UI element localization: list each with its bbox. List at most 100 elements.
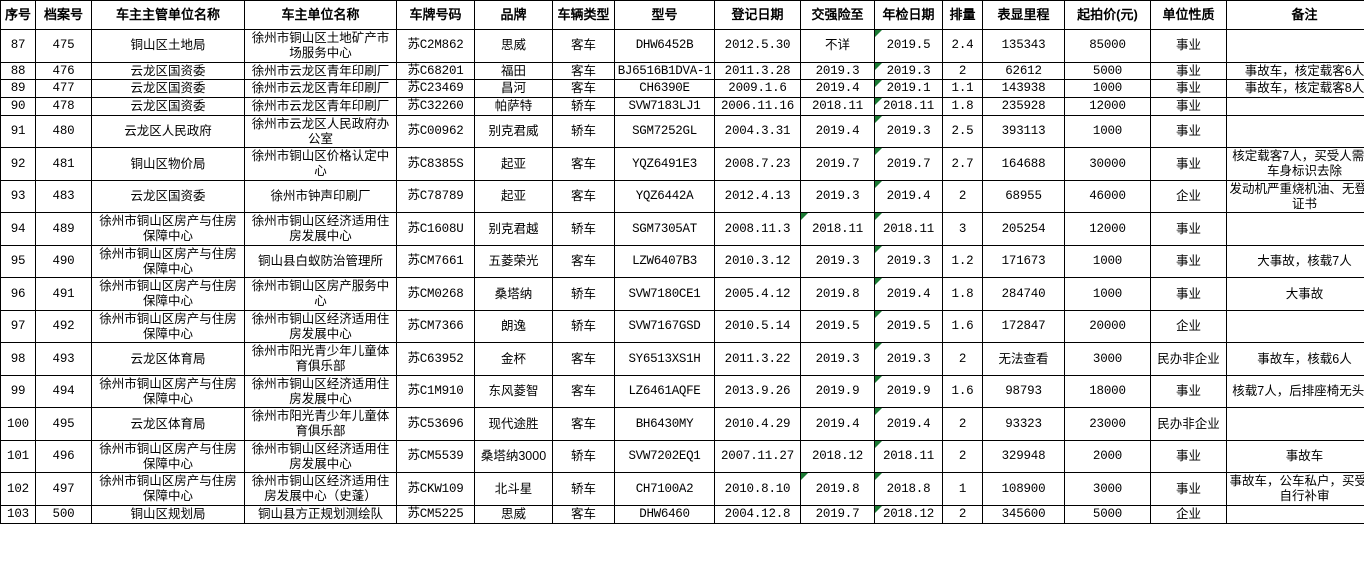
cell-insurance-until[interactable]: 2019.3 xyxy=(800,342,875,376)
cell-model[interactable]: DHW6460 xyxy=(614,504,715,524)
cell-file-no[interactable]: 495 xyxy=(35,407,92,441)
cell-owner[interactable]: 徐州市铜山区价格认定中心 xyxy=(244,147,397,181)
cell-brand[interactable]: 思威 xyxy=(474,29,553,63)
column-header-brand[interactable]: 品牌 xyxy=(474,0,553,30)
cell-owner[interactable]: 徐州市铜山区经济适用住房发展中心 xyxy=(244,309,397,344)
column-header-inspection-date[interactable]: 年检日期 xyxy=(874,0,943,30)
cell-odometer[interactable]: 68955 xyxy=(982,179,1065,214)
cell-inspection-date[interactable]: 2019.3 xyxy=(874,342,943,376)
cell-displacement[interactable]: 3 xyxy=(942,212,983,246)
cell-odometer[interactable]: 393113 xyxy=(982,114,1065,149)
cell-file-no[interactable]: 500 xyxy=(35,504,92,524)
cell-start-price[interactable]: 20000 xyxy=(1064,309,1151,344)
cell-unit-nature[interactable]: 事业 xyxy=(1150,29,1227,63)
column-header-seq[interactable]: 序号 xyxy=(0,0,36,30)
cell-insurance-until[interactable]: 2019.9 xyxy=(800,374,875,409)
table-row[interactable]: 91 480 云龙区人民政府 徐州市云龙区人民政府办公室 苏C00962 别克君威 轿车 SG… xyxy=(0,114,1364,149)
cell-plate[interactable]: 苏CM5225 xyxy=(396,504,475,524)
cell-seq[interactable]: 91 xyxy=(0,114,36,149)
cell-reg-date[interactable]: 2010.4.29 xyxy=(714,407,801,441)
cell-insurance-until[interactable]: 2019.5 xyxy=(800,309,875,344)
cell-start-price[interactable]: 1000 xyxy=(1064,114,1151,149)
cell-odometer[interactable]: 135343 xyxy=(982,29,1065,63)
cell-inspection-date[interactable]: 2019.3 xyxy=(874,244,943,279)
cell-supervisor[interactable]: 徐州市铜山区房产与住房保障中心 xyxy=(91,309,245,344)
cell-model[interactable]: SVW7183LJ1 xyxy=(614,97,715,116)
cell-insurance-until[interactable]: 2019.4 xyxy=(800,114,875,149)
table-row[interactable]: 102 497 徐州市铜山区房产与住房保障中心 徐州市铜山区经济适用住房发展中心（史蓬… xyxy=(0,472,1364,506)
cell-start-price[interactable]: 5000 xyxy=(1064,504,1151,524)
cell-unit-nature[interactable]: 民办非企业 xyxy=(1150,342,1227,376)
cell-vehicle-type[interactable]: 轿车 xyxy=(552,212,615,246)
cell-remark[interactable] xyxy=(1226,407,1364,441)
cell-remark[interactable] xyxy=(1226,29,1364,63)
cell-displacement[interactable]: 1.6 xyxy=(942,309,983,344)
cell-inspection-date[interactable]: 2018.12 xyxy=(874,504,943,524)
cell-plate[interactable]: 苏C1M910 xyxy=(396,374,475,409)
cell-vehicle-type[interactable]: 轿车 xyxy=(552,97,615,116)
cell-remark[interactable] xyxy=(1226,114,1364,149)
cell-displacement[interactable]: 2 xyxy=(942,342,983,376)
cell-start-price[interactable]: 30000 xyxy=(1064,147,1151,181)
cell-seq[interactable]: 98 xyxy=(0,342,36,376)
cell-start-price[interactable]: 1000 xyxy=(1064,244,1151,279)
cell-vehicle-type[interactable]: 客车 xyxy=(552,374,615,409)
cell-seq[interactable]: 94 xyxy=(0,212,36,246)
cell-brand[interactable]: 别克君威 xyxy=(474,114,553,149)
cell-start-price[interactable]: 23000 xyxy=(1064,407,1151,441)
cell-inspection-date[interactable]: 2019.4 xyxy=(874,277,943,311)
cell-supervisor[interactable]: 徐州市铜山区房产与住房保障中心 xyxy=(91,277,245,311)
column-header-owner[interactable]: 车主单位名称 xyxy=(244,0,397,30)
cell-owner[interactable]: 徐州市铜山区经济适用住房发展中心 xyxy=(244,439,397,474)
cell-insurance-until[interactable]: 2019.4 xyxy=(800,407,875,441)
cell-model[interactable]: SVW7202EQ1 xyxy=(614,439,715,474)
cell-remark[interactable] xyxy=(1226,504,1364,524)
cell-seq[interactable]: 93 xyxy=(0,179,36,214)
cell-plate[interactable]: 苏C8385S xyxy=(396,147,475,181)
cell-inspection-date[interactable]: 2019.3 xyxy=(874,114,943,149)
cell-seq[interactable]: 100 xyxy=(0,407,36,441)
cell-brand[interactable]: 帕萨特 xyxy=(474,97,553,116)
cell-insurance-until[interactable]: 2019.8 xyxy=(800,472,875,506)
cell-supervisor[interactable]: 徐州市铜山区房产与住房保障中心 xyxy=(91,439,245,474)
table-row[interactable]: 96 491 徐州市铜山区房产与住房保障中心 徐州市铜山区房产服务中心 苏CM0268 桑… xyxy=(0,277,1364,311)
column-header-start-price[interactable]: 起拍价(元) xyxy=(1064,0,1151,30)
table-row[interactable]: 94 489 徐州市铜山区房产与住房保障中心 徐州市铜山区经济适用住房发展中心 苏C16… xyxy=(0,212,1364,246)
table-row[interactable]: 93 483 云龙区国资委 徐州市钟声印刷厂 苏C78789 起亚 客车 YQZ6442A 20… xyxy=(0,179,1364,214)
cell-unit-nature[interactable]: 事业 xyxy=(1150,277,1227,311)
cell-file-no[interactable]: 496 xyxy=(35,439,92,474)
cell-supervisor[interactable]: 云龙区国资委 xyxy=(91,61,245,81)
cell-reg-date[interactable]: 2007.11.27 xyxy=(714,439,801,474)
cell-brand[interactable]: 思威 xyxy=(474,504,553,524)
cell-plate[interactable]: 苏C32260 xyxy=(396,97,475,116)
cell-plate[interactable]: 苏CM7661 xyxy=(396,244,475,279)
cell-remark[interactable]: 发动机严重烧机油、无登记证书 xyxy=(1226,179,1364,214)
cell-unit-nature[interactable]: 事业 xyxy=(1150,439,1227,474)
cell-file-no[interactable]: 494 xyxy=(35,374,92,409)
cell-plate[interactable]: 苏CM0268 xyxy=(396,277,475,311)
cell-inspection-date[interactable]: 2019.7 xyxy=(874,147,943,181)
cell-owner[interactable]: 徐州市云龙区青年印刷厂 xyxy=(244,97,397,116)
column-header-vehicle-type[interactable]: 车辆类型 xyxy=(552,0,615,30)
cell-unit-nature[interactable]: 事业 xyxy=(1150,97,1227,116)
cell-odometer[interactable]: 62612 xyxy=(982,61,1065,81)
cell-owner[interactable]: 铜山县方正规划测绘队 xyxy=(244,504,397,524)
cell-seq[interactable]: 101 xyxy=(0,439,36,474)
cell-unit-nature[interactable]: 企业 xyxy=(1150,179,1227,214)
cell-inspection-date[interactable]: 2018.11 xyxy=(874,439,943,474)
cell-supervisor[interactable]: 徐州市铜山区房产与住房保障中心 xyxy=(91,472,245,506)
cell-supervisor[interactable]: 徐州市铜山区房产与住房保障中心 xyxy=(91,244,245,279)
cell-seq[interactable]: 88 xyxy=(0,61,36,81)
cell-displacement[interactable]: 2.5 xyxy=(942,114,983,149)
cell-inspection-date[interactable]: 2018.11 xyxy=(874,97,943,116)
cell-seq[interactable]: 96 xyxy=(0,277,36,311)
cell-vehicle-type[interactable]: 客车 xyxy=(552,342,615,376)
cell-owner[interactable]: 徐州市铜山区经济适用住房发展中心 xyxy=(244,374,397,409)
column-header-reg-date[interactable]: 登记日期 xyxy=(714,0,801,30)
cell-owner[interactable]: 徐州市云龙区青年印刷厂 xyxy=(244,79,397,98)
cell-seq[interactable]: 89 xyxy=(0,79,36,98)
cell-insurance-until[interactable]: 2019.8 xyxy=(800,277,875,311)
cell-plate[interactable]: 苏C23469 xyxy=(396,79,475,98)
cell-file-no[interactable]: 492 xyxy=(35,309,92,344)
cell-seq[interactable]: 92 xyxy=(0,147,36,181)
